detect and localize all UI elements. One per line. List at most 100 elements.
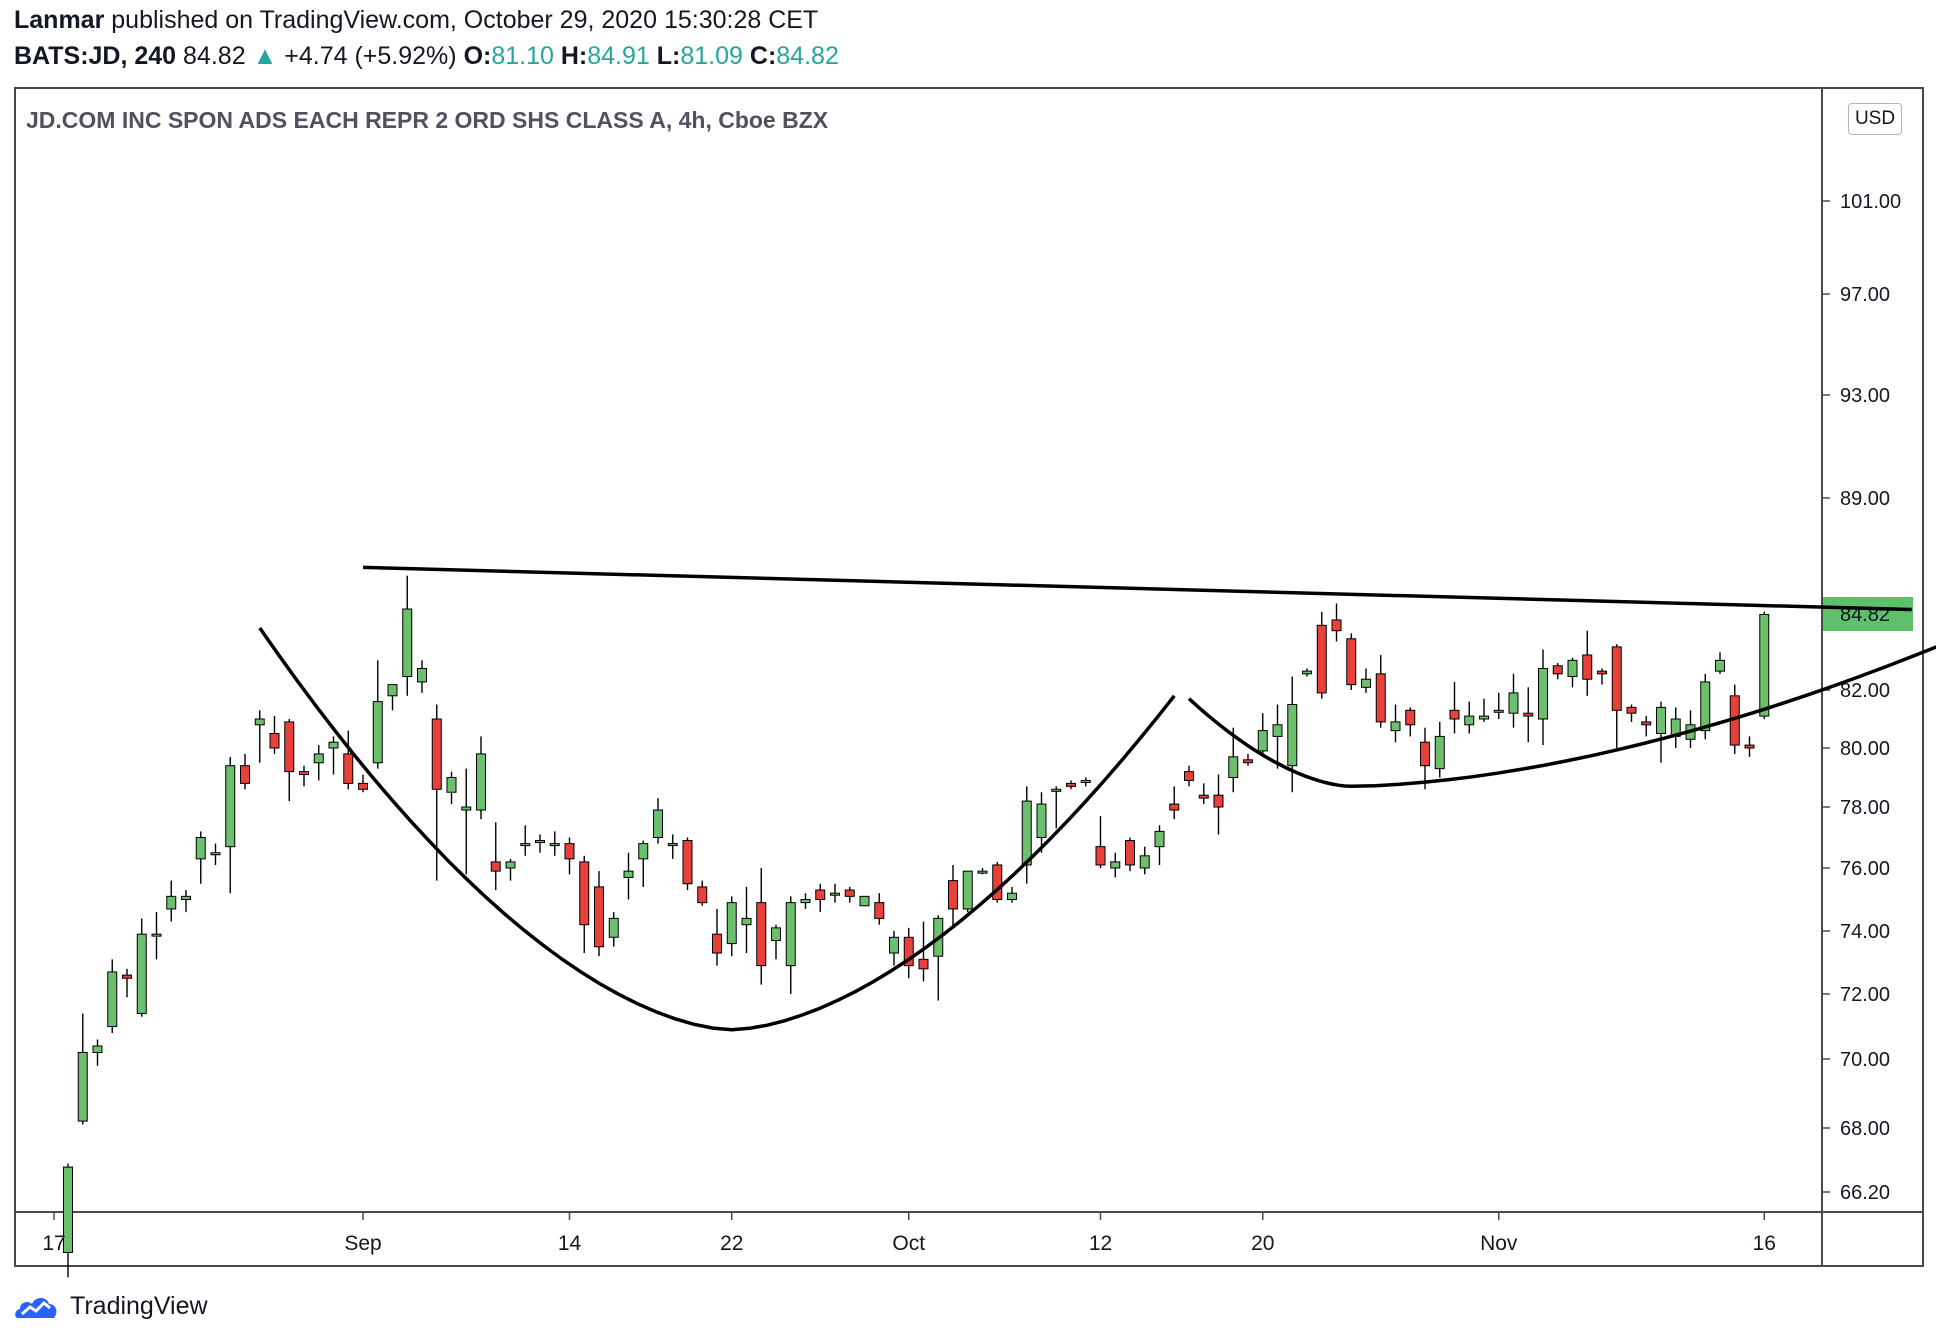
candle[interactable] [1597,668,1607,685]
candle[interactable] [992,861,1003,903]
candle[interactable] [1184,765,1194,787]
candle[interactable] [1641,716,1652,737]
candle[interactable] [490,822,501,891]
candle[interactable] [461,768,472,875]
candle[interactable] [417,660,427,693]
candle[interactable] [1464,701,1475,734]
candle[interactable] [859,895,870,907]
candle[interactable] [299,765,309,787]
chart-frame[interactable] [14,87,1924,1267]
candle[interactable] [328,736,339,775]
candle[interactable] [77,1013,88,1125]
candle[interactable] [1405,707,1416,737]
candle[interactable] [1066,780,1076,790]
candle[interactable] [1715,652,1725,674]
candle[interactable] [1051,786,1062,829]
currency-button[interactable]: USD [1848,103,1902,135]
candle[interactable] [1272,704,1283,769]
candle[interactable] [107,959,118,1033]
candle[interactable] [1110,852,1121,878]
candle[interactable] [726,896,737,957]
candle[interactable] [446,771,457,805]
candle[interactable] [1257,713,1268,757]
candle[interactable] [1331,603,1342,642]
candle[interactable] [520,825,531,856]
candle[interactable] [1007,886,1017,903]
candle[interactable] [623,852,634,900]
candle[interactable] [269,716,280,754]
candle[interactable] [712,908,722,966]
candle[interactable] [948,864,958,928]
candle[interactable] [815,883,826,913]
candle[interactable] [1479,698,1489,722]
candle[interactable] [1198,783,1209,805]
candle[interactable] [549,831,560,856]
candle[interactable] [1228,727,1239,793]
candle[interactable] [1390,704,1401,743]
candle[interactable] [1670,707,1681,748]
candle[interactable] [1036,792,1047,853]
candle[interactable] [1302,668,1312,677]
candle[interactable] [667,834,678,859]
candle[interactable] [1611,644,1622,748]
candle[interactable] [1449,681,1460,734]
candle[interactable] [122,968,132,998]
candle[interactable] [402,575,413,696]
candle[interactable] [63,1163,73,1278]
candle[interactable] [1361,668,1371,693]
candle[interactable] [800,893,811,909]
candle[interactable] [1346,633,1357,690]
candle[interactable] [195,831,206,884]
candle[interactable] [284,719,295,802]
candle[interactable] [1316,611,1327,699]
candle[interactable] [387,684,398,711]
candle[interactable] [564,837,575,875]
candle[interactable] [830,883,840,903]
candle[interactable] [638,840,649,887]
candle[interactable] [1523,687,1534,743]
candle[interactable] [1021,786,1032,884]
candle[interactable] [1434,721,1445,778]
candle[interactable] [136,918,147,1017]
candle[interactable] [343,730,354,790]
candle[interactable] [240,753,250,790]
candle[interactable] [1139,846,1150,875]
candle[interactable] [874,893,885,925]
candle[interactable] [1375,654,1386,728]
candle[interactable] [1420,727,1430,790]
candle[interactable] [741,886,752,954]
candle[interactable] [1169,786,1180,820]
candle[interactable] [1243,753,1253,766]
candle[interactable] [372,660,383,769]
candle[interactable] [594,871,604,957]
candle[interactable] [697,880,708,906]
candle[interactable] [1744,736,1755,757]
candle[interactable] [785,896,796,994]
candle[interactable] [1567,657,1578,688]
candle[interactable] [903,927,914,979]
candle[interactable] [844,886,855,903]
candle[interactable] [166,880,177,922]
candle[interactable] [1287,676,1298,793]
candle[interactable] [505,858,516,881]
candle[interactable] [92,1039,103,1066]
candle[interactable] [1493,692,1504,719]
candle[interactable] [358,774,368,793]
candle[interactable] [1508,673,1519,728]
candle[interactable] [476,736,486,820]
resistance-trendline[interactable] [362,565,1912,612]
candle[interactable] [225,756,236,894]
candle[interactable] [1125,837,1135,872]
footer-brand[interactable]: TradingView [14,1286,208,1326]
candle[interactable] [254,710,265,763]
candle[interactable] [933,915,944,1001]
candle[interactable] [889,931,899,966]
handle-curve[interactable] [1187,639,1936,789]
candle[interactable] [313,745,324,781]
candle[interactable] [608,912,619,947]
candle[interactable] [535,834,545,853]
candle[interactable] [1154,825,1165,865]
candle[interactable] [181,890,191,913]
candle[interactable] [1080,777,1091,787]
